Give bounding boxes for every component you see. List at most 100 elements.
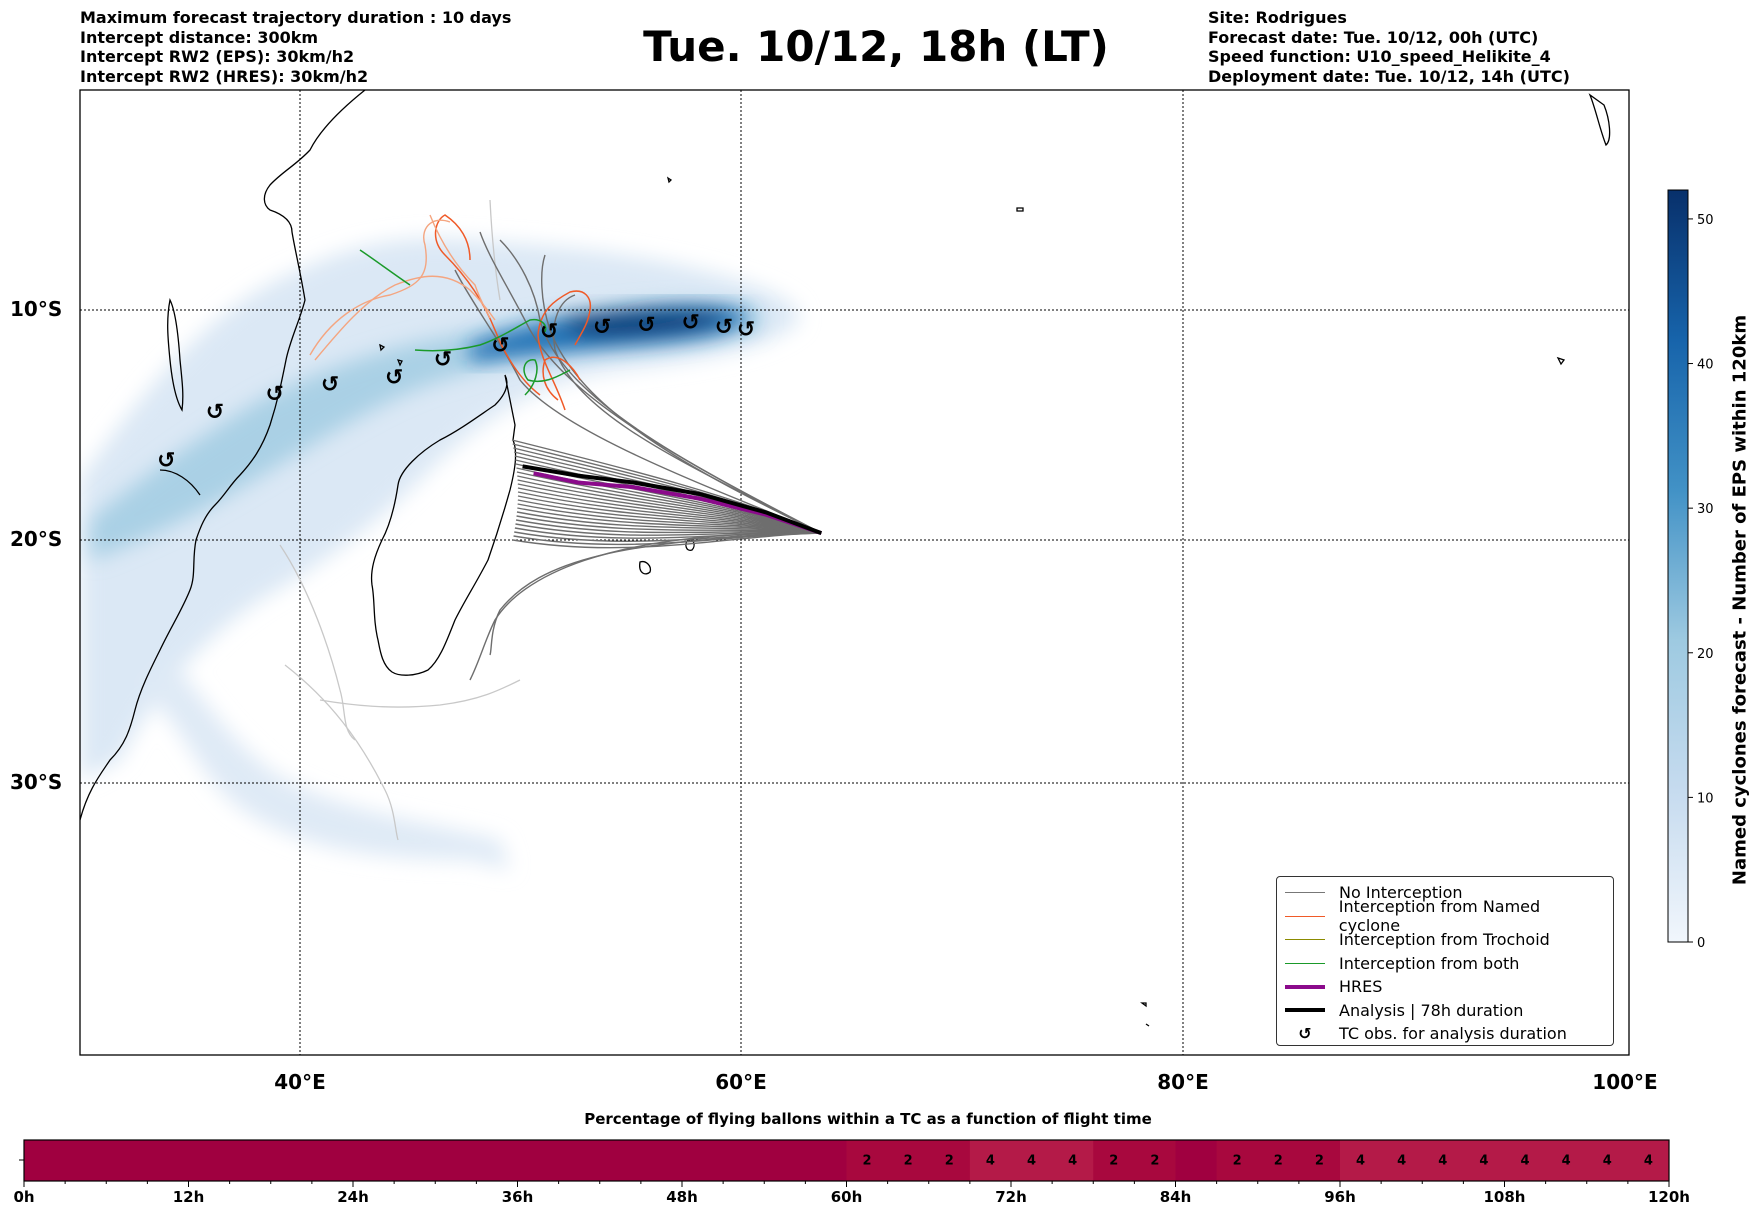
flight-time-bar bbox=[24, 1140, 1670, 1181]
tc-symbol-icon: ↺ bbox=[1298, 1024, 1312, 1044]
lat-label-20s: 20°S bbox=[10, 527, 63, 551]
tc-obs-icon: ↺ bbox=[206, 400, 224, 425]
trajectory-line bbox=[517, 491, 822, 534]
colorbar-tick-label: 40 bbox=[1697, 358, 1714, 373]
segment-value: 4 bbox=[1520, 1153, 1530, 1168]
lon-label-40e: 40°E bbox=[274, 1070, 326, 1094]
time-segment bbox=[270, 1140, 313, 1181]
lon-label-60e: 60°E bbox=[715, 1070, 767, 1094]
density-swath-light bbox=[80, 238, 800, 870]
cocos bbox=[1556, 356, 1566, 366]
segment-value: 2 bbox=[1273, 1153, 1283, 1168]
time-segment bbox=[106, 1140, 148, 1181]
time-segment bbox=[435, 1140, 477, 1181]
trajectory-line bbox=[515, 523, 822, 536]
time-segment bbox=[723, 1140, 765, 1181]
segment-value: 2 bbox=[1232, 1153, 1242, 1168]
legend-swatch bbox=[1285, 984, 1325, 989]
time-segment bbox=[65, 1140, 107, 1181]
legend-item-tc-obs: ↺ TC obs. for analysis duration bbox=[1285, 1022, 1605, 1046]
trajectories-named-cyclone-light bbox=[309, 214, 496, 361]
trajectory-line bbox=[517, 499, 822, 534]
legend-item-both: Interception from both bbox=[1285, 952, 1605, 976]
tc-obs-icon: ↺ bbox=[593, 315, 611, 340]
legend-swatch bbox=[1285, 892, 1325, 894]
trajectories-both bbox=[359, 249, 571, 396]
time-segment bbox=[887, 1140, 930, 1181]
time-segment bbox=[24, 1140, 66, 1181]
trajectories-no-interception bbox=[454, 231, 822, 681]
segment-value: 2 bbox=[862, 1153, 872, 1168]
mozambique-river bbox=[159, 469, 201, 496]
segment-value: 2 bbox=[944, 1153, 954, 1168]
map-frame bbox=[79, 89, 1630, 1056]
tc-obs-icon: ↺ bbox=[157, 449, 175, 474]
legend-label: No Interception bbox=[1339, 883, 1463, 903]
tc-obs-icon: ↺ bbox=[385, 366, 403, 391]
tc-obs-icon: ↺ bbox=[737, 317, 755, 342]
time-segment bbox=[311, 1140, 354, 1181]
legend-item-analysis: Analysis | 78h duration bbox=[1285, 999, 1605, 1023]
trajectory-line bbox=[469, 532, 822, 681]
time-label: 60h bbox=[830, 1188, 863, 1206]
time-label: 84h bbox=[1159, 1188, 1192, 1206]
legend-label: HRES bbox=[1339, 977, 1383, 997]
madagascar-coast bbox=[370, 374, 517, 676]
seychelles-1 bbox=[666, 176, 673, 184]
tc-obs-icon: ↺ bbox=[637, 313, 655, 338]
time-segment bbox=[928, 1140, 971, 1181]
segment-value: 4 bbox=[1356, 1153, 1366, 1168]
time-segment bbox=[1586, 1140, 1629, 1181]
legend-item-trochoid: Interception from Trochoid bbox=[1285, 928, 1605, 952]
colorbar bbox=[1667, 189, 1689, 943]
tc-obs-icon: ↺ bbox=[682, 311, 700, 336]
flight-time-ticks bbox=[23, 1181, 1670, 1187]
time-segment bbox=[229, 1140, 272, 1181]
analysis-trajectory bbox=[522, 464, 823, 535]
trajectory-line bbox=[517, 507, 822, 534]
speed-function: Speed function: U10_speed_Helikite_4 bbox=[1208, 47, 1551, 66]
trajectory-line bbox=[479, 231, 822, 534]
param-rw2-hres: Intercept RW2 (HRES): 30km/h2 bbox=[80, 66, 369, 86]
time-label: 24h bbox=[337, 1188, 369, 1206]
trajectory-line bbox=[553, 294, 822, 534]
time-segment bbox=[147, 1140, 189, 1181]
segment-value: 4 bbox=[1602, 1153, 1612, 1168]
time-segment bbox=[764, 1140, 806, 1181]
legend-swatch bbox=[1285, 939, 1325, 941]
time-segment bbox=[1381, 1140, 1423, 1181]
time-segment bbox=[558, 1140, 601, 1181]
time-segment bbox=[1093, 1140, 1135, 1181]
page-title: Tue. 10/12, 18h (LT) bbox=[643, 22, 1109, 71]
site-name: Site: Rodrigues bbox=[1208, 8, 1347, 27]
map-legend: No Interception Interception from Named … bbox=[1276, 876, 1614, 1046]
time-segment bbox=[969, 1140, 1012, 1181]
legend-swatch bbox=[1285, 962, 1325, 964]
segment-value: 2 bbox=[1314, 1153, 1324, 1168]
time-segment bbox=[1216, 1140, 1259, 1181]
time-segment bbox=[805, 1140, 847, 1181]
time-segment bbox=[599, 1140, 642, 1181]
time-segment bbox=[1134, 1140, 1176, 1181]
time-label: 12h bbox=[172, 1188, 205, 1206]
tc-obs-icon: ↺ bbox=[540, 320, 558, 345]
segment-value: 4 bbox=[1027, 1153, 1037, 1168]
trajectories-named-cyclone bbox=[434, 214, 592, 411]
segment-value: 4 bbox=[1643, 1153, 1653, 1168]
time-label: 72h bbox=[995, 1188, 1027, 1206]
mauritius bbox=[639, 560, 652, 575]
time-segment bbox=[1627, 1140, 1670, 1181]
time-segment bbox=[1545, 1140, 1588, 1181]
trajectories-far bbox=[279, 199, 521, 841]
time-segment bbox=[188, 1140, 231, 1181]
time-segment bbox=[1011, 1140, 1053, 1181]
deployment-date: Deployment date: Tue. 10/12, 14h (UTC) bbox=[1208, 66, 1570, 86]
tc-obs-icon: ↺ bbox=[266, 382, 284, 407]
time-label: 108h bbox=[1483, 1188, 1526, 1206]
time-segment bbox=[1175, 1140, 1218, 1181]
time-segment bbox=[1052, 1140, 1094, 1181]
amsterdam bbox=[1140, 1002, 1150, 1027]
time-label: 120h bbox=[1648, 1188, 1690, 1206]
tc-obs-icon: ↺ bbox=[434, 347, 452, 372]
africa-coast bbox=[80, 90, 366, 821]
